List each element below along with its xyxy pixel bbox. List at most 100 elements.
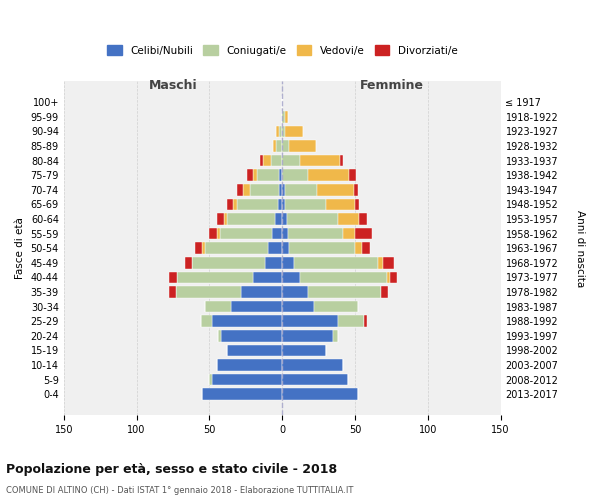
- Bar: [355, 228, 373, 239]
- Bar: [308, 170, 349, 181]
- Bar: [287, 213, 338, 225]
- Bar: [247, 170, 253, 181]
- Text: Femmine: Femmine: [359, 79, 424, 92]
- Bar: [271, 155, 282, 166]
- Bar: [257, 170, 279, 181]
- Bar: [277, 140, 282, 152]
- Bar: [227, 198, 233, 210]
- Bar: [209, 228, 217, 239]
- Bar: [279, 170, 282, 181]
- Bar: [275, 213, 282, 225]
- Bar: [387, 272, 390, 283]
- Bar: [200, 316, 212, 327]
- Bar: [217, 213, 224, 225]
- Bar: [378, 257, 383, 268]
- Bar: [185, 257, 192, 268]
- Bar: [265, 257, 282, 268]
- Bar: [314, 301, 358, 312]
- Bar: [279, 184, 282, 196]
- Bar: [282, 111, 285, 122]
- Bar: [176, 286, 241, 298]
- Bar: [282, 388, 358, 400]
- Bar: [205, 242, 268, 254]
- Bar: [282, 272, 299, 283]
- Y-axis label: Anni di nascita: Anni di nascita: [575, 210, 585, 287]
- Bar: [299, 155, 340, 166]
- Bar: [282, 257, 294, 268]
- Bar: [333, 330, 338, 342]
- Y-axis label: Fasce di età: Fasce di età: [15, 218, 25, 279]
- Bar: [285, 111, 288, 122]
- Bar: [282, 242, 289, 254]
- Bar: [285, 198, 326, 210]
- Bar: [169, 286, 176, 298]
- Bar: [253, 170, 257, 181]
- Bar: [212, 316, 282, 327]
- Bar: [220, 228, 272, 239]
- Bar: [338, 213, 359, 225]
- Bar: [383, 257, 394, 268]
- Bar: [326, 198, 355, 210]
- Bar: [343, 228, 355, 239]
- Bar: [272, 228, 282, 239]
- Bar: [217, 359, 282, 371]
- Bar: [241, 286, 282, 298]
- Legend: Celibi/Nubili, Coniugati/e, Vedovi/e, Divorziati/e: Celibi/Nubili, Coniugati/e, Vedovi/e, Di…: [103, 41, 461, 60]
- Bar: [288, 228, 343, 239]
- Bar: [340, 155, 343, 166]
- Bar: [282, 126, 285, 138]
- Bar: [178, 272, 253, 283]
- Text: Popolazione per età, sesso e stato civile - 2018: Popolazione per età, sesso e stato civil…: [6, 462, 337, 475]
- Bar: [277, 126, 279, 138]
- Bar: [205, 301, 231, 312]
- Bar: [282, 155, 299, 166]
- Bar: [237, 184, 243, 196]
- Bar: [192, 257, 265, 268]
- Bar: [289, 140, 316, 152]
- Bar: [278, 198, 282, 210]
- Bar: [279, 126, 282, 138]
- Bar: [282, 198, 285, 210]
- Text: COMUNE DI ALTINO (CH) - Dati ISTAT 1° gennaio 2018 - Elaborazione TUTTITALIA.IT: COMUNE DI ALTINO (CH) - Dati ISTAT 1° ge…: [6, 486, 353, 495]
- Bar: [243, 184, 250, 196]
- Bar: [231, 301, 282, 312]
- Bar: [308, 286, 381, 298]
- Bar: [349, 170, 356, 181]
- Bar: [202, 242, 205, 254]
- Bar: [282, 213, 287, 225]
- Bar: [364, 316, 367, 327]
- Bar: [217, 228, 220, 239]
- Bar: [282, 374, 348, 386]
- Bar: [338, 316, 364, 327]
- Bar: [282, 316, 338, 327]
- Bar: [282, 330, 333, 342]
- Bar: [224, 213, 227, 225]
- Bar: [381, 286, 388, 298]
- Bar: [282, 286, 308, 298]
- Bar: [282, 140, 289, 152]
- Bar: [282, 301, 314, 312]
- Bar: [353, 184, 358, 196]
- Bar: [195, 242, 202, 254]
- Bar: [282, 184, 285, 196]
- Bar: [355, 242, 362, 254]
- Bar: [285, 126, 302, 138]
- Bar: [317, 184, 353, 196]
- Bar: [285, 184, 317, 196]
- Bar: [359, 213, 367, 225]
- Bar: [209, 374, 212, 386]
- Bar: [218, 330, 221, 342]
- Bar: [169, 272, 178, 283]
- Bar: [268, 242, 282, 254]
- Bar: [263, 155, 271, 166]
- Text: Maschi: Maschi: [149, 79, 197, 92]
- Bar: [362, 242, 370, 254]
- Bar: [233, 198, 237, 210]
- Bar: [390, 272, 397, 283]
- Bar: [212, 374, 282, 386]
- Bar: [227, 213, 275, 225]
- Bar: [260, 155, 263, 166]
- Bar: [253, 272, 282, 283]
- Bar: [221, 330, 282, 342]
- Bar: [282, 170, 308, 181]
